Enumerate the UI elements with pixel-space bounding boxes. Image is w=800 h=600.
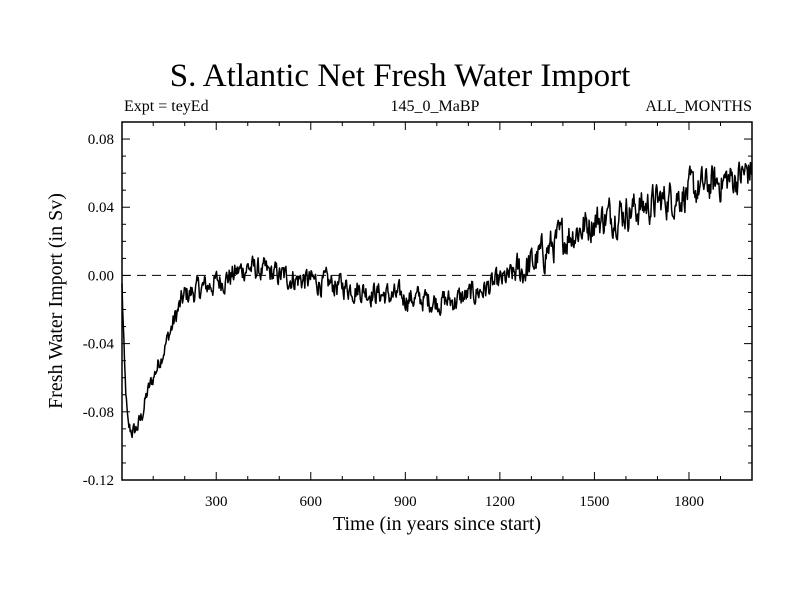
tick-label-group: 300 600 900 1200 1500 1800 -0.12 -0.08 -0.04 0.00… (83, 132, 704, 510)
y-tick-label: -0.04 (83, 337, 115, 353)
series-line (121, 161, 753, 439)
months-label: ALL_MONTHS (645, 98, 752, 115)
y-tick-label: 0.00 (88, 268, 114, 284)
y-tick-label: -0.12 (83, 473, 114, 489)
x-tick-label: 300 (205, 494, 228, 510)
experiment-label: Expt = teyEd (124, 98, 209, 115)
y-tick-label: 0.08 (88, 132, 114, 148)
plot-frame (121, 121, 753, 481)
x-tick-label: 900 (394, 494, 417, 510)
x-axis-label: Time (in years since start) (333, 513, 541, 535)
tick-group (122, 122, 752, 480)
x-tick-label: 600 (300, 494, 323, 510)
x-tick-label: 1800 (674, 494, 704, 510)
y-axis-label: Fresh Water Import (in Sv) (45, 193, 67, 409)
x-tick-label: 1200 (485, 494, 515, 510)
period-label: 145_0_MaBP (390, 98, 480, 115)
y-tick-label: 0.04 (88, 200, 115, 216)
chart-title: S. Atlantic Net Fresh Water Import (169, 58, 631, 94)
y-tick-label: -0.08 (83, 405, 114, 421)
x-tick-label: 1500 (579, 494, 609, 510)
